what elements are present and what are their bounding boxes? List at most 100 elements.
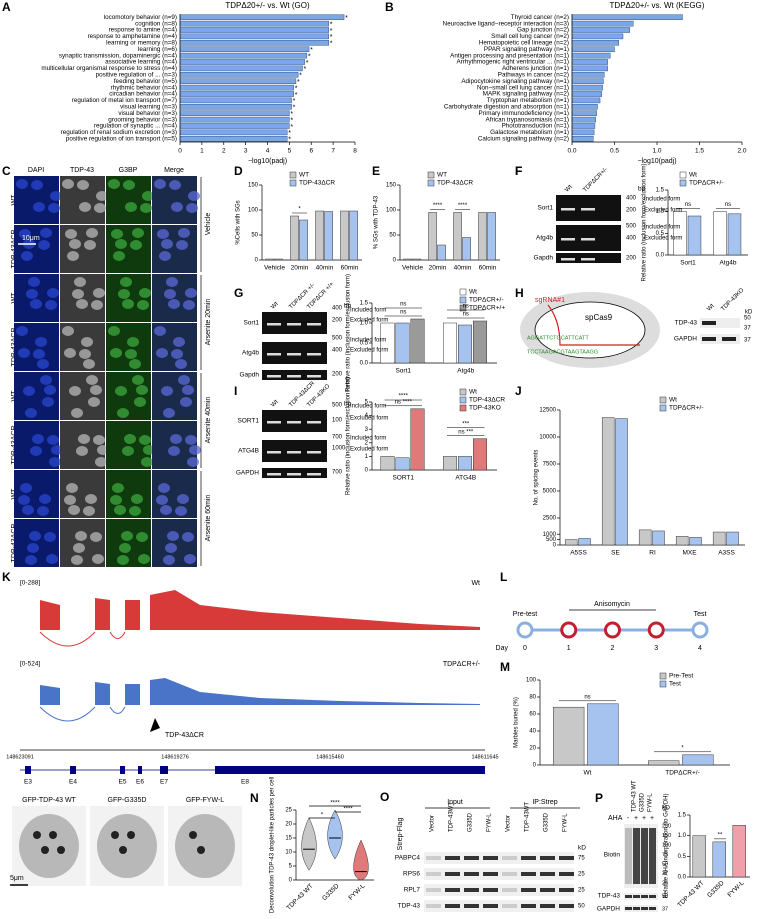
gene-label: SORT1 <box>237 418 259 425</box>
y-axis-label: Deconvolution TDP-43 droplet-like partic… <box>270 777 276 913</box>
legend-swatch <box>289 179 297 187</box>
bar <box>571 14 683 20</box>
label: + <box>642 815 646 822</box>
x-tick-label: A3SS <box>718 550 735 557</box>
y-tick-label: 0 <box>533 763 537 769</box>
nucleus <box>81 337 93 347</box>
bar <box>732 825 747 878</box>
nucleus <box>117 408 129 418</box>
nucleus <box>95 457 107 467</box>
y-axis-label: Marbles buried (%) <box>514 697 520 748</box>
bar <box>179 59 305 65</box>
bar <box>682 754 714 766</box>
band <box>307 323 321 326</box>
nucleus <box>173 337 185 347</box>
timepoint <box>647 621 665 639</box>
label: 50 <box>662 861 668 867</box>
y-tick-label: feeding behavior (n=5) <box>114 78 177 85</box>
micrograph <box>60 470 105 518</box>
y-tick-label: Neuroactive ligand−receptor interaction … <box>443 20 569 27</box>
lane-label: TDP-43WT <box>525 802 531 832</box>
blot <box>700 318 740 328</box>
y-tick-label: 0 <box>365 468 369 474</box>
lane-smear <box>641 828 648 884</box>
y-tick-label: 0 <box>255 258 259 264</box>
label: 250 <box>662 823 671 829</box>
y-tick-label: multicellular organismal response to str… <box>41 65 177 72</box>
band <box>426 856 441 860</box>
y-tick-label: 20 <box>285 822 292 828</box>
significance: **** <box>330 801 340 807</box>
bar <box>571 20 634 27</box>
y-tick-label: Pathways in cancer (n=2) <box>498 71 569 78</box>
band <box>267 323 281 326</box>
droplet <box>127 831 135 839</box>
form-label: Included form <box>350 436 386 442</box>
x-tick-label: 20min <box>429 265 447 272</box>
significance: * <box>330 21 333 28</box>
y-tick-label: 1.5 <box>656 188 665 194</box>
x-tick-label: 60min <box>341 265 359 272</box>
band <box>561 208 575 211</box>
significance: ns *** <box>458 429 474 435</box>
arrow <box>150 718 160 732</box>
band <box>464 872 479 876</box>
nucleus <box>183 300 195 310</box>
bar <box>274 258 283 261</box>
panel-letter: M <box>500 660 510 674</box>
nucleus <box>88 397 100 407</box>
nucleus <box>137 300 149 310</box>
significance: * <box>293 98 296 105</box>
band <box>483 856 498 860</box>
label: IP:Strep <box>532 799 557 806</box>
y-axis-label: %Cells with SGs <box>236 200 242 244</box>
nucleus <box>127 337 139 347</box>
x-tick-label: 20min <box>291 265 309 272</box>
x-tick-label: A5SS <box>570 550 587 557</box>
bar <box>410 318 425 364</box>
nucleus <box>110 348 122 358</box>
band <box>561 238 575 241</box>
nucleus <box>18 495 30 505</box>
label: Wt <box>471 580 480 587</box>
cell <box>19 814 79 878</box>
bar <box>712 841 727 878</box>
nucleus <box>76 446 88 456</box>
x-tick-label: 2.0 <box>737 148 746 155</box>
y-tick-label: Gap junction (n=2) <box>517 27 569 34</box>
x-tick-label: 7 <box>331 148 335 155</box>
significance: ** <box>718 832 723 838</box>
form-label: Excluded form <box>350 348 388 354</box>
legend-label: TDPΔCR+/+ <box>469 305 505 312</box>
exon <box>25 766 31 774</box>
bar <box>179 123 290 129</box>
nucleus <box>185 288 197 298</box>
band <box>445 856 460 860</box>
bar <box>571 116 596 123</box>
band <box>445 872 460 876</box>
bar <box>380 456 395 471</box>
label: Pre-test <box>513 611 538 618</box>
label: 50 <box>744 316 751 322</box>
nucleus <box>33 349 45 359</box>
nucleus <box>176 240 188 250</box>
nucleus <box>86 375 98 385</box>
label: GFP-TDP-43 WT <box>22 797 76 804</box>
bar <box>179 20 329 27</box>
nucleus <box>32 434 44 444</box>
panel-letter: L <box>500 570 507 584</box>
sgrna-label: sgRNA#1 <box>535 297 565 304</box>
droplet <box>119 846 127 854</box>
nucleus <box>140 203 152 213</box>
bar <box>179 46 310 52</box>
form-label: Excluded form <box>350 447 388 453</box>
nucleus <box>62 326 74 336</box>
significance: * <box>290 124 293 131</box>
band <box>426 872 441 876</box>
nucleus <box>26 289 38 299</box>
nucleus <box>50 191 62 201</box>
nucleus <box>117 555 129 565</box>
x-tick-label: 1.0 <box>652 148 661 155</box>
cell <box>175 814 235 878</box>
form-label: Included form <box>350 308 386 314</box>
